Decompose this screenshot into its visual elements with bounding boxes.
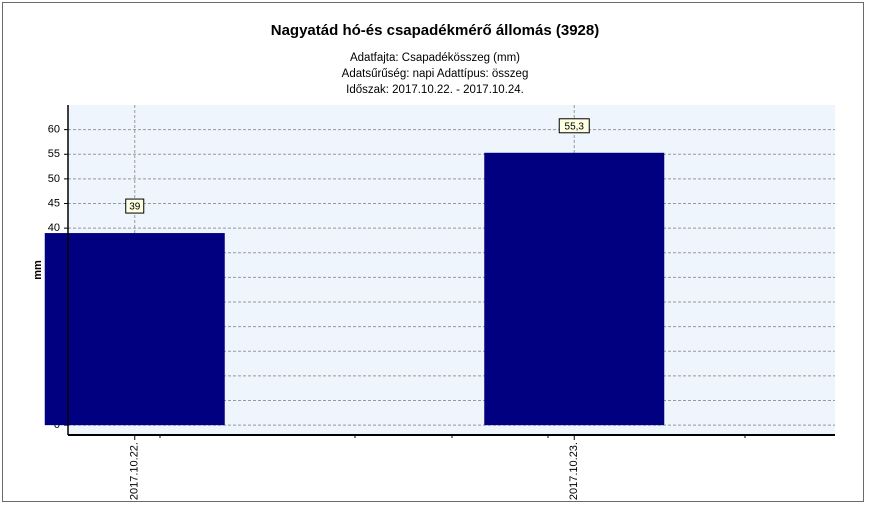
value-label: 55,3 (565, 121, 585, 132)
value-label-box (558, 118, 590, 134)
bar (44, 233, 225, 426)
subtitle: Adatsűrűség: napi Adattípus: összeg (342, 68, 529, 80)
y-axis-label: mm (32, 260, 44, 280)
y-tick-label: 55 (48, 148, 60, 160)
y-tick-label: 45 (48, 197, 60, 209)
x-tick-label: 2017.10.23. (568, 442, 580, 500)
value-label: 39 (129, 202, 141, 213)
value-label-box (125, 198, 145, 214)
subtitle: Adatfajta: Csapadékösszeg (mm) (350, 52, 520, 64)
subtitle: Időszak: 2017.10.22. - 2017.10.24. (346, 84, 524, 96)
chart-title: Nagyatád hó-és csapadékmérő állomás (392… (271, 22, 599, 39)
y-tick-label: 50 (48, 173, 60, 185)
y-tick-label: 40 (48, 222, 60, 234)
y-tick-label: 60 (48, 124, 60, 136)
x-tick-label: 2017.10.22. (129, 442, 141, 500)
bar (484, 152, 665, 426)
